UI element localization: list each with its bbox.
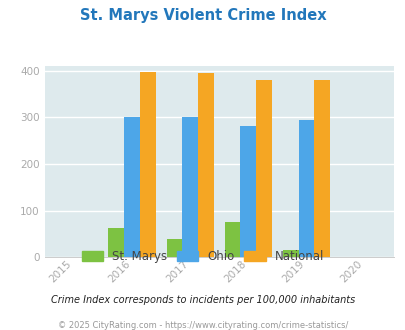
- Bar: [182, 117, 198, 257]
- Bar: [198, 74, 213, 257]
- Bar: [124, 117, 139, 257]
- Bar: [224, 222, 240, 257]
- Text: © 2025 CityRating.com - https://www.cityrating.com/crime-statistics/: © 2025 CityRating.com - https://www.city…: [58, 321, 347, 330]
- Bar: [256, 80, 271, 257]
- Bar: [298, 120, 313, 257]
- Bar: [282, 250, 298, 257]
- Bar: [166, 239, 182, 257]
- Text: Crime Index corresponds to incidents per 100,000 inhabitants: Crime Index corresponds to incidents per…: [51, 295, 354, 305]
- Bar: [240, 126, 256, 257]
- Bar: [139, 72, 155, 257]
- Text: St. Marys Violent Crime Index: St. Marys Violent Crime Index: [79, 8, 326, 23]
- Bar: [108, 228, 124, 257]
- Legend: St. Marys, Ohio, National: St. Marys, Ohio, National: [78, 246, 327, 266]
- Bar: [313, 81, 329, 257]
